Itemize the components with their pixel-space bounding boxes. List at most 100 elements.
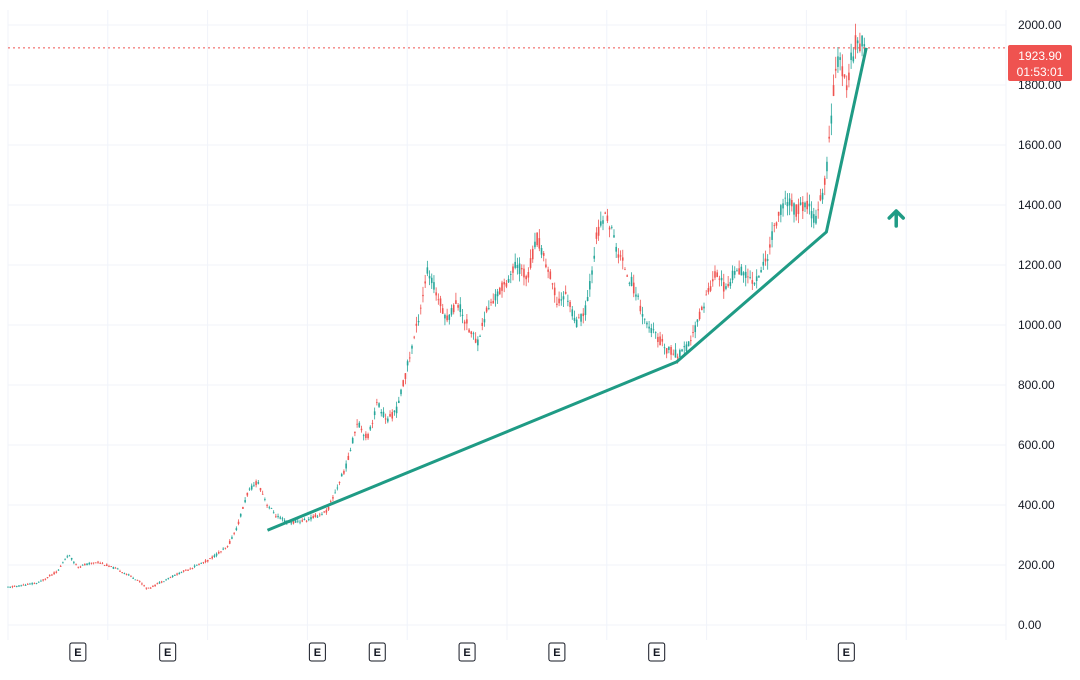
candle-body xyxy=(48,575,51,576)
candle-body xyxy=(562,296,565,300)
candle-body xyxy=(316,516,319,518)
candle-body xyxy=(202,562,205,564)
candle-body xyxy=(246,492,249,496)
candle-body xyxy=(244,500,246,503)
candle-body xyxy=(567,300,569,302)
candle-body xyxy=(9,586,11,588)
candle-body xyxy=(406,361,409,366)
candle-body xyxy=(59,566,62,567)
candle-body xyxy=(277,516,279,518)
candle-body xyxy=(608,227,611,230)
candle-body xyxy=(360,428,363,431)
candle-body xyxy=(204,560,207,563)
candle-body xyxy=(481,322,484,326)
candle-body xyxy=(119,571,121,572)
candle-body xyxy=(103,565,106,567)
candle-body xyxy=(29,583,31,585)
candle-body xyxy=(639,305,642,312)
candle-body xyxy=(18,585,20,587)
candle-body xyxy=(272,512,275,514)
candle-body xyxy=(20,585,22,587)
candle-body xyxy=(398,400,400,404)
candle-body xyxy=(220,551,222,553)
candle-body xyxy=(411,345,413,349)
candle-body xyxy=(617,254,620,258)
candle-body xyxy=(648,326,650,329)
candle-body xyxy=(356,423,358,425)
candle-body xyxy=(690,340,692,342)
candle-body xyxy=(701,306,703,311)
candle-body xyxy=(466,319,468,324)
candle-body xyxy=(722,282,725,292)
candle-body xyxy=(615,246,617,252)
candle-body xyxy=(837,56,839,67)
candle-body xyxy=(26,584,29,585)
candle-body xyxy=(856,40,859,44)
candle-body xyxy=(747,276,749,278)
candle-body xyxy=(641,314,644,317)
candle-body xyxy=(564,291,567,294)
candle-body xyxy=(509,273,512,275)
candle-body xyxy=(573,317,576,321)
candle-body xyxy=(294,520,297,523)
candle-body xyxy=(228,540,231,544)
candle-body xyxy=(659,336,661,346)
candle-body xyxy=(597,226,600,236)
candle-body xyxy=(237,521,240,524)
candle-body xyxy=(270,508,273,509)
last-price-label: 1923.90 xyxy=(1018,49,1062,63)
candle-body xyxy=(51,574,53,576)
candle-body xyxy=(264,499,266,500)
candle-body xyxy=(621,257,624,261)
candle-body xyxy=(297,520,299,522)
candle-body xyxy=(255,481,257,486)
candle-body xyxy=(681,349,683,352)
candle-body xyxy=(66,556,69,558)
candle-body xyxy=(149,587,152,589)
candle-body xyxy=(441,308,444,314)
candle-body xyxy=(138,581,141,582)
candle-body xyxy=(106,564,108,566)
candle-body xyxy=(832,85,835,96)
candle-body xyxy=(193,565,196,567)
candle-body xyxy=(176,573,178,575)
candle-body xyxy=(819,195,822,201)
y-tick-label: 2000.00 xyxy=(1018,18,1062,32)
candle-body xyxy=(378,403,380,407)
candle-body xyxy=(707,288,710,293)
candle-body xyxy=(318,514,321,516)
candle-body xyxy=(321,514,323,516)
candle-body xyxy=(463,321,466,324)
candle-body xyxy=(97,561,99,563)
candle-body xyxy=(821,192,824,200)
candle-body xyxy=(591,270,593,275)
earnings-marker: E xyxy=(458,642,476,662)
trendline[interactable] xyxy=(266,47,868,532)
candle-body xyxy=(589,281,591,290)
candle-body xyxy=(338,481,341,483)
candle-body xyxy=(430,277,433,284)
candle-body xyxy=(178,573,181,575)
candle-body xyxy=(516,265,519,269)
candle-body xyxy=(426,267,429,274)
candle-body xyxy=(595,232,598,239)
candle-body xyxy=(714,271,716,278)
price-axis[interactable]: 0.00 200.00 400.00 600.00 800.00 1000.00 1200.… xyxy=(1018,18,1062,632)
candle-body xyxy=(347,455,350,460)
candle-body xyxy=(15,586,18,587)
candle-body xyxy=(389,414,391,417)
candle-body xyxy=(505,282,508,287)
candle-body xyxy=(196,564,198,566)
candle-body xyxy=(141,583,143,585)
candle-body xyxy=(114,567,117,569)
candle-body xyxy=(863,44,866,47)
candle-body xyxy=(637,295,639,297)
candle-body xyxy=(310,517,312,520)
candle-body xyxy=(290,522,293,524)
candle-body xyxy=(542,253,545,256)
candle-body xyxy=(799,202,802,205)
candle-body xyxy=(705,294,708,296)
candle-body xyxy=(417,320,420,323)
